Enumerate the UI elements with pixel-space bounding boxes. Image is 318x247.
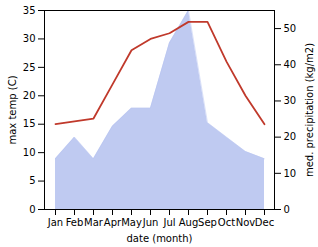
svg-text:Aug: Aug	[179, 217, 199, 228]
svg-text:max temp (C): max temp (C)	[7, 75, 18, 144]
svg-text:Nov: Nov	[236, 217, 256, 228]
svg-text:med. precipitation (kg/m2): med. precipitation (kg/m2)	[304, 43, 315, 177]
svg-text:25: 25	[23, 62, 36, 73]
svg-text:10: 10	[284, 168, 297, 179]
svg-text:May: May	[121, 217, 142, 228]
svg-text:5: 5	[29, 175, 35, 186]
svg-text:0: 0	[284, 204, 290, 215]
svg-text:10: 10	[23, 147, 36, 158]
svg-text:Sep: Sep	[198, 217, 217, 228]
svg-text:Oct: Oct	[218, 217, 235, 228]
svg-text:Feb: Feb	[66, 217, 84, 228]
svg-text:15: 15	[23, 118, 36, 129]
svg-text:Mar: Mar	[84, 217, 104, 228]
svg-text:0: 0	[29, 204, 35, 215]
svg-text:30: 30	[284, 95, 297, 106]
svg-text:Dec: Dec	[255, 217, 274, 228]
svg-text:date (month): date (month)	[127, 233, 193, 244]
svg-text:20: 20	[23, 90, 36, 101]
svg-text:Jan: Jan	[47, 217, 63, 228]
svg-text:Apr: Apr	[104, 217, 122, 228]
svg-text:35: 35	[23, 5, 36, 16]
svg-text:30: 30	[23, 33, 36, 44]
svg-text:Jul: Jul	[162, 217, 175, 228]
svg-text:20: 20	[284, 131, 297, 142]
svg-text:Jun: Jun	[142, 217, 159, 228]
svg-text:50: 50	[284, 23, 297, 34]
svg-text:40: 40	[284, 59, 297, 70]
